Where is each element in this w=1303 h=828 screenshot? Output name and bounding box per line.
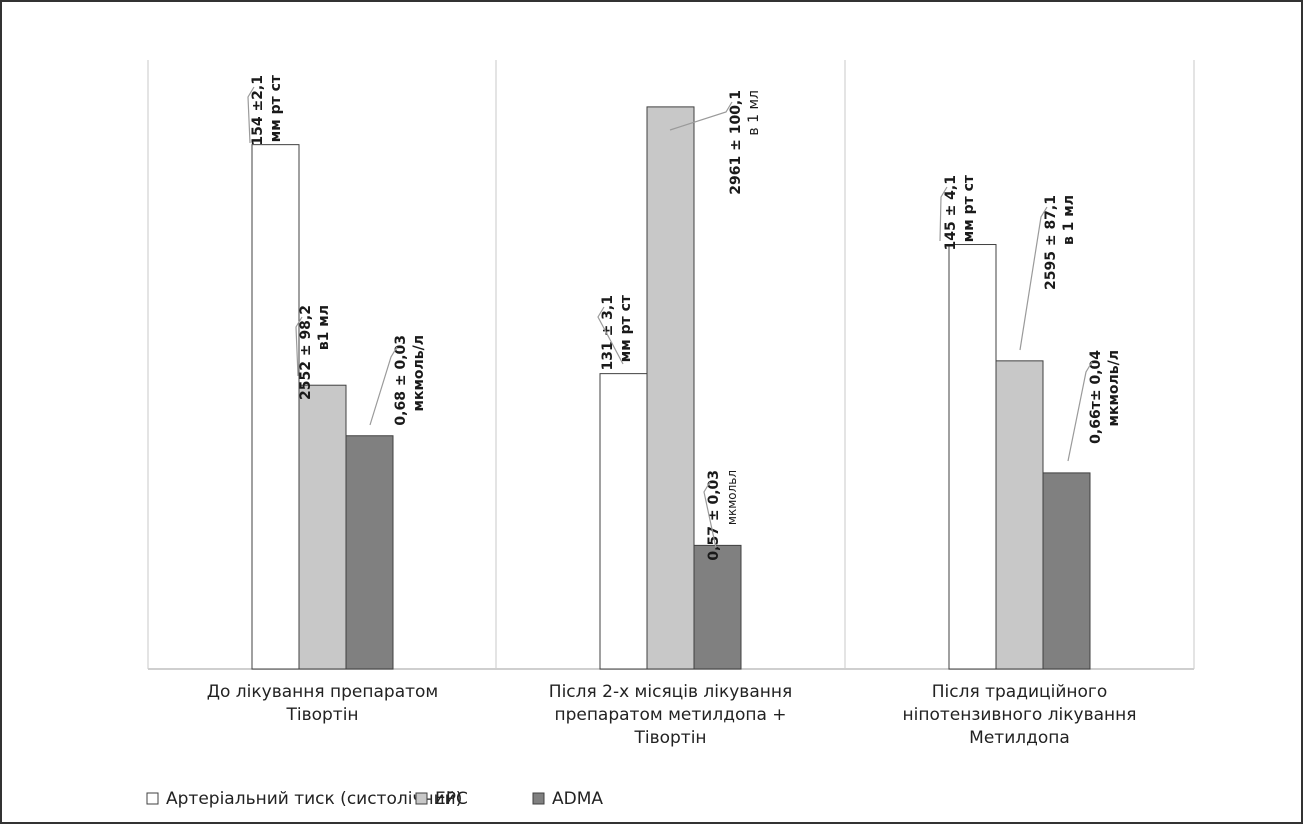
category-label-2-line-3: Тівортін xyxy=(633,728,706,748)
legend-label-2: EPC xyxy=(435,789,468,809)
bar-adma-1 xyxy=(346,436,393,669)
bar-epc-1 xyxy=(299,385,346,669)
data-label-unit: в1 мл xyxy=(316,305,332,350)
legend-swatch-3 xyxy=(533,793,544,804)
category-label-3-line-3: Метилдопа xyxy=(969,728,1070,748)
bar-артеріальний-2 xyxy=(600,374,647,669)
bar-adma-3 xyxy=(1043,473,1090,669)
data-label-unit: в 1 мл xyxy=(1061,195,1077,245)
data-label-unit: мкмольл xyxy=(725,470,739,525)
category-label-3-line-1: Після традиційного xyxy=(932,682,1107,702)
category-label-1-line-2: Тівортін xyxy=(285,705,358,725)
data-label-unit: в 1 мл xyxy=(746,90,762,136)
legend-swatch-2 xyxy=(416,793,427,804)
data-label-value: 154 ±2,1 xyxy=(250,75,266,146)
data-label-unit: мм рт ст xyxy=(618,294,634,362)
data-label-unit: мм рт ст xyxy=(961,174,977,242)
data-label-unit: мкмоль/л xyxy=(411,335,427,411)
legend-label-3: ADMA xyxy=(552,789,603,809)
data-label-value: 145 ± 4,1 xyxy=(943,175,959,251)
data-label-unit: мкмоль/л xyxy=(1106,350,1122,426)
data-label-unit: мм рт ст xyxy=(268,74,284,142)
category-label-3-line-2: ніпотензивного лікування xyxy=(903,705,1137,725)
bar-epc-3 xyxy=(996,361,1043,669)
category-label-2-line-2: препаратом метилдопа + xyxy=(554,705,786,725)
bar-adma-2 xyxy=(694,545,741,669)
bar-артеріальний-3 xyxy=(949,245,996,669)
category-label-1-line-1: До лікування препаратом xyxy=(207,682,439,702)
category-label-2-line-1: Після 2-х місяців лікування xyxy=(549,682,792,702)
legend-swatch-1 xyxy=(147,793,158,804)
bar-артеріальний-1 xyxy=(252,145,299,669)
data-label-value: 131 ± 3,1 xyxy=(600,295,616,371)
bar-epc-2 xyxy=(647,107,694,669)
